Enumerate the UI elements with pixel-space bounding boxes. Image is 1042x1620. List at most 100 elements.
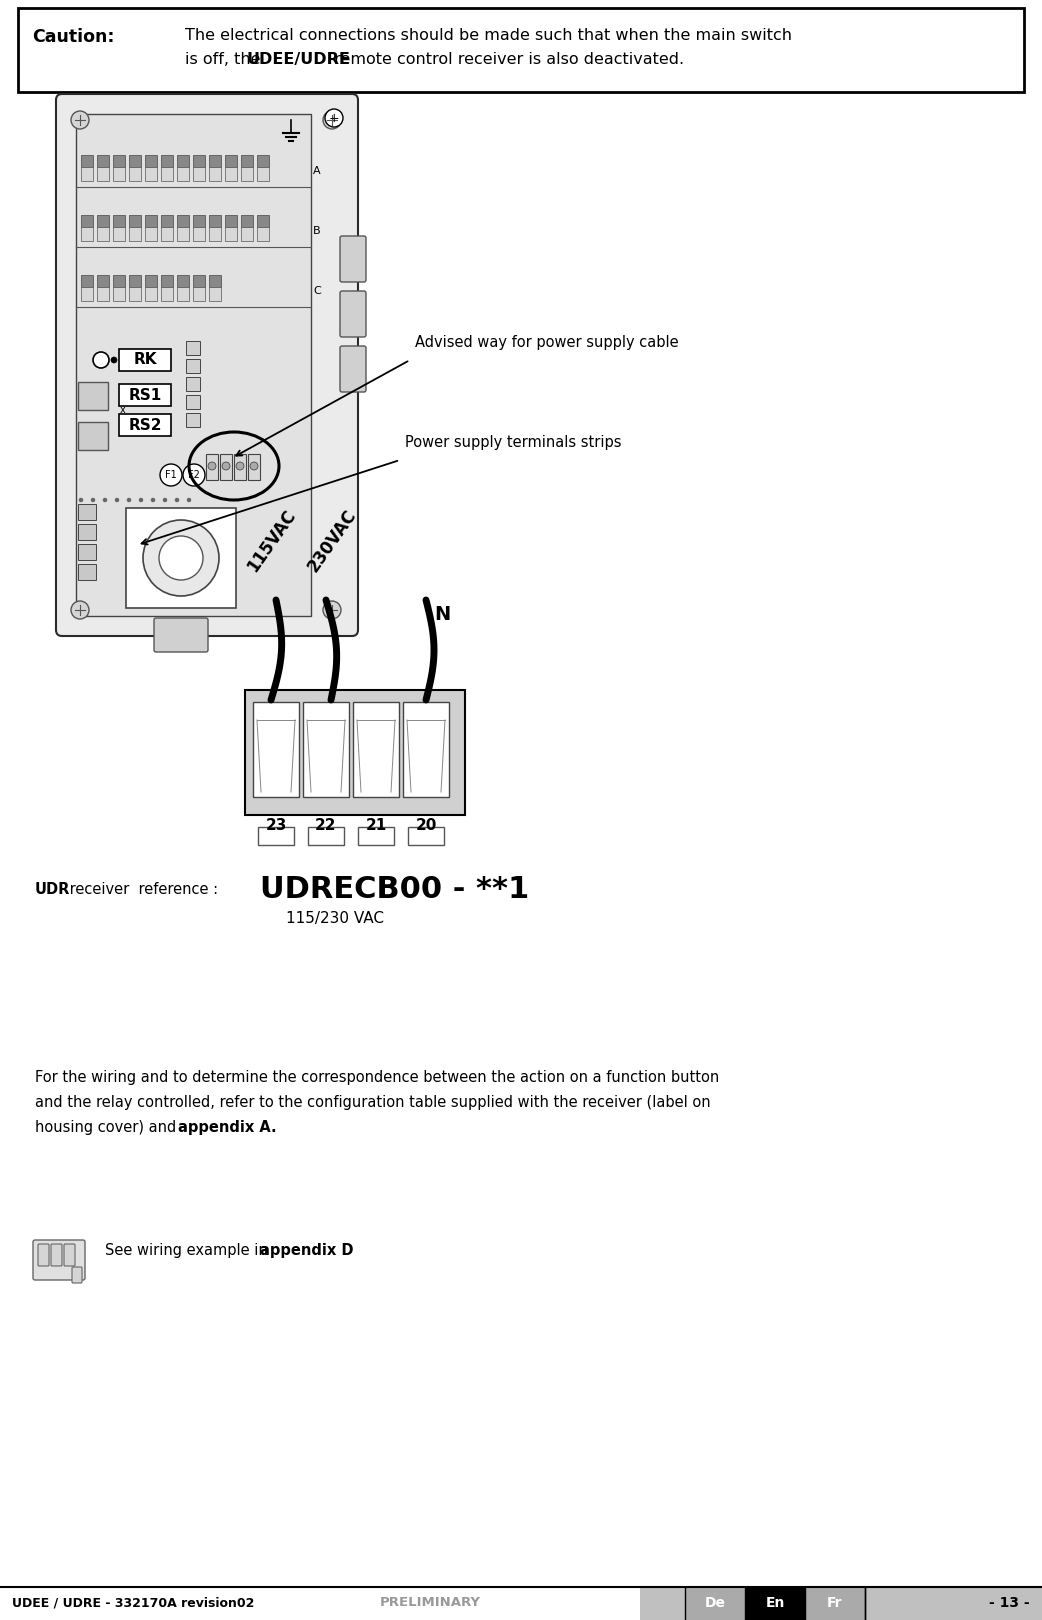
Text: and the relay controlled, refer to the configuration table supplied with the rec: and the relay controlled, refer to the c… [35, 1095, 711, 1110]
Text: receiver  reference :: receiver reference : [65, 883, 218, 897]
FancyBboxPatch shape [113, 227, 125, 241]
FancyBboxPatch shape [72, 1267, 82, 1283]
Text: UDEE/UDRE: UDEE/UDRE [247, 52, 351, 66]
FancyBboxPatch shape [78, 421, 108, 450]
Text: Power supply terminals strips: Power supply terminals strips [405, 436, 621, 450]
Circle shape [71, 601, 89, 619]
FancyBboxPatch shape [303, 701, 349, 797]
Circle shape [115, 497, 119, 502]
FancyBboxPatch shape [162, 156, 173, 167]
FancyBboxPatch shape [51, 1244, 63, 1265]
FancyBboxPatch shape [81, 156, 93, 167]
Text: - 13 -: - 13 - [989, 1596, 1029, 1610]
Circle shape [143, 520, 219, 596]
FancyBboxPatch shape [241, 227, 253, 241]
FancyBboxPatch shape [403, 701, 449, 797]
FancyBboxPatch shape [113, 167, 125, 181]
FancyBboxPatch shape [209, 287, 221, 301]
FancyBboxPatch shape [187, 360, 200, 373]
Text: appendix A.: appendix A. [178, 1119, 276, 1136]
Circle shape [93, 352, 109, 368]
FancyBboxPatch shape [308, 826, 344, 846]
Circle shape [91, 497, 95, 502]
Text: appendix D: appendix D [260, 1243, 353, 1257]
Circle shape [103, 497, 107, 502]
FancyBboxPatch shape [81, 227, 93, 241]
FancyBboxPatch shape [193, 156, 205, 167]
Circle shape [127, 497, 131, 502]
Text: 115VAC: 115VAC [244, 505, 300, 575]
FancyBboxPatch shape [340, 237, 366, 282]
FancyBboxPatch shape [33, 1239, 85, 1280]
FancyBboxPatch shape [187, 413, 200, 428]
Text: En: En [765, 1596, 785, 1610]
FancyBboxPatch shape [119, 415, 171, 436]
Circle shape [183, 463, 205, 486]
FancyBboxPatch shape [162, 227, 173, 241]
Circle shape [159, 536, 203, 580]
Text: remote control receiver is also deactivated.: remote control receiver is also deactiva… [329, 52, 685, 66]
FancyBboxPatch shape [209, 275, 221, 287]
Text: 22: 22 [316, 818, 337, 833]
FancyBboxPatch shape [113, 287, 125, 301]
FancyBboxPatch shape [162, 215, 173, 227]
FancyBboxPatch shape [209, 227, 221, 241]
FancyBboxPatch shape [225, 167, 237, 181]
FancyBboxPatch shape [225, 156, 237, 167]
FancyBboxPatch shape [126, 509, 235, 608]
FancyBboxPatch shape [162, 275, 173, 287]
FancyBboxPatch shape [145, 167, 157, 181]
Circle shape [222, 462, 230, 470]
Circle shape [187, 497, 191, 502]
FancyBboxPatch shape [81, 167, 93, 181]
FancyBboxPatch shape [129, 227, 141, 241]
FancyBboxPatch shape [97, 156, 109, 167]
FancyBboxPatch shape [193, 167, 205, 181]
FancyBboxPatch shape [187, 340, 200, 355]
Circle shape [79, 497, 83, 502]
Text: Advised way for power supply cable: Advised way for power supply cable [415, 335, 678, 350]
FancyBboxPatch shape [225, 227, 237, 241]
FancyBboxPatch shape [97, 215, 109, 227]
FancyBboxPatch shape [257, 156, 269, 167]
FancyBboxPatch shape [340, 347, 366, 392]
FancyBboxPatch shape [234, 454, 246, 480]
FancyBboxPatch shape [253, 701, 299, 797]
Text: F1: F1 [165, 470, 177, 480]
Circle shape [250, 462, 258, 470]
FancyBboxPatch shape [129, 215, 141, 227]
Text: F2: F2 [188, 470, 200, 480]
Text: UDRECB00 - **1: UDRECB00 - **1 [260, 875, 529, 904]
FancyBboxPatch shape [177, 275, 189, 287]
Circle shape [175, 497, 179, 502]
Text: The electrical connections should be made such that when the main switch: The electrical connections should be mad… [185, 28, 792, 44]
FancyBboxPatch shape [154, 617, 208, 651]
Text: A: A [313, 165, 321, 177]
FancyBboxPatch shape [257, 215, 269, 227]
FancyBboxPatch shape [193, 215, 205, 227]
Text: 20: 20 [416, 818, 437, 833]
Text: housing cover) and: housing cover) and [35, 1119, 181, 1136]
FancyBboxPatch shape [220, 454, 232, 480]
FancyBboxPatch shape [177, 167, 189, 181]
FancyBboxPatch shape [685, 1588, 745, 1620]
Text: For the wiring and to determine the correspondence between the action on a funct: For the wiring and to determine the corr… [35, 1069, 719, 1085]
FancyBboxPatch shape [119, 384, 171, 407]
FancyBboxPatch shape [353, 701, 399, 797]
FancyBboxPatch shape [129, 275, 141, 287]
FancyBboxPatch shape [177, 287, 189, 301]
FancyBboxPatch shape [97, 287, 109, 301]
Circle shape [163, 497, 167, 502]
FancyBboxPatch shape [129, 167, 141, 181]
FancyBboxPatch shape [18, 8, 1024, 92]
FancyBboxPatch shape [225, 215, 237, 227]
FancyBboxPatch shape [358, 826, 394, 846]
FancyBboxPatch shape [113, 275, 125, 287]
FancyBboxPatch shape [81, 215, 93, 227]
FancyBboxPatch shape [209, 215, 221, 227]
FancyBboxPatch shape [245, 690, 465, 815]
Circle shape [325, 109, 343, 126]
Text: x: x [120, 405, 126, 415]
FancyBboxPatch shape [81, 287, 93, 301]
FancyBboxPatch shape [145, 156, 157, 167]
